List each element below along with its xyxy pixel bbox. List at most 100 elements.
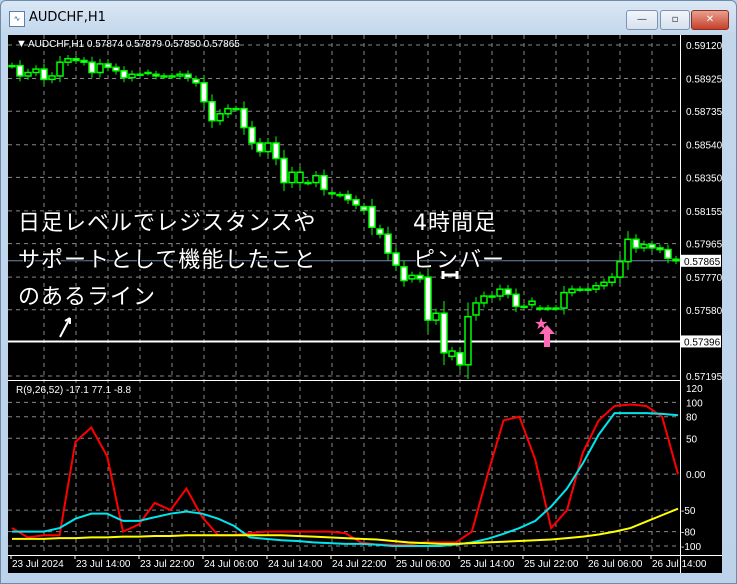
- candle-body: [568, 288, 576, 294]
- candle: [536, 305, 544, 312]
- candle-body: [592, 284, 600, 290]
- candle-body: [240, 107, 248, 129]
- maximize-button[interactable]: ▫: [660, 10, 690, 30]
- candle: [568, 285, 576, 297]
- candle-body: [560, 291, 568, 309]
- candle-body: [448, 350, 456, 357]
- candle: [552, 305, 560, 312]
- candle: [576, 286, 584, 293]
- close-button[interactable]: ✕: [691, 10, 729, 30]
- candle-body: [432, 312, 440, 321]
- candle-body: [208, 100, 216, 122]
- candle: [344, 190, 352, 204]
- candle: [480, 291, 488, 308]
- candle-body: [368, 205, 376, 229]
- candle: [504, 284, 512, 299]
- candle-body: [360, 205, 368, 211]
- indicator-axis-label: -100: [681, 542, 701, 553]
- candle-body: [32, 68, 40, 74]
- candle: [648, 240, 656, 252]
- candle: [376, 224, 384, 239]
- candle: [104, 60, 112, 72]
- candle: [216, 109, 224, 126]
- candle: [40, 63, 48, 85]
- annotation-text-line1: 日足レベルでレジスタンスや: [18, 211, 317, 236]
- candle-body: [336, 193, 344, 197]
- indicator-series-0: [11, 403, 679, 546]
- time-axis-border: [8, 555, 722, 556]
- candle: [584, 286, 592, 293]
- candle-body: [408, 274, 416, 280]
- candle-body: [544, 307, 552, 310]
- candle: [48, 72, 56, 84]
- chart-area[interactable]: 0.59120 0.58925 0.58735 0.58540 0.58350 0.581…: [8, 35, 723, 573]
- indicator-axis-label: 120: [686, 384, 703, 395]
- candle-body: [552, 307, 560, 310]
- indicator-axis-label: 80: [686, 413, 698, 424]
- pane-separator[interactable]: [8, 380, 680, 381]
- candle: [488, 293, 496, 300]
- indicator-label: R(9,26,52) -17.1 77.1 -8.8: [16, 385, 132, 396]
- collapse-triangle-icon[interactable]: ▼: [16, 38, 27, 50]
- candle-body: [472, 302, 480, 316]
- candle-body: [352, 199, 360, 206]
- candle: [456, 346, 464, 371]
- minimize-button[interactable]: —: [626, 10, 658, 30]
- price-axis-border: [680, 35, 681, 573]
- candle: [520, 303, 528, 310]
- candle: [80, 57, 88, 66]
- candle: [632, 234, 640, 253]
- time-axis-label: 23 Jul 2024: [12, 559, 64, 570]
- candle: [312, 171, 320, 188]
- candle: [24, 68, 32, 80]
- candle: [192, 75, 200, 87]
- candle-body: [640, 243, 648, 249]
- candle: [408, 271, 416, 283]
- candle-body: [344, 193, 352, 201]
- candle-body: [216, 113, 224, 122]
- candle: [600, 278, 608, 290]
- candle-body: [16, 64, 24, 77]
- candle-body: [520, 305, 528, 309]
- candle: [424, 264, 432, 334]
- candle-body: [400, 266, 408, 282]
- candle-body: [200, 82, 208, 103]
- candle: [136, 71, 144, 78]
- chart-window-icon: ∿: [9, 11, 25, 27]
- candle: [256, 138, 264, 157]
- candle-body: [576, 288, 584, 291]
- candle: [528, 297, 536, 309]
- price-axis-label: 0.58925: [686, 75, 722, 86]
- candle-body: [128, 73, 136, 79]
- candle-body: [280, 157, 288, 184]
- indicator-series-1: [12, 412, 679, 547]
- candle-body: [608, 276, 616, 284]
- candle: [72, 55, 80, 64]
- candle: [368, 198, 376, 236]
- price-axis-label: 0.58540: [686, 141, 722, 152]
- time-axis-label: 26 Jul 14:00: [652, 559, 707, 570]
- candle: [224, 104, 232, 118]
- candle-body: [88, 61, 96, 74]
- candle-body: [384, 233, 392, 254]
- time-axis-label: 24 Jul 06:00: [204, 559, 259, 570]
- indicator-series-2: [12, 507, 679, 545]
- candle: [328, 189, 336, 196]
- current-price-box: [681, 254, 721, 267]
- candle-body: [64, 58, 72, 63]
- candle: [144, 69, 152, 76]
- candle-body: [168, 75, 176, 78]
- candle-body: [136, 73, 144, 76]
- chart-canvas[interactable]: 0.59120 0.58925 0.58735 0.58540 0.58350 0.581…: [8, 35, 723, 573]
- price-axis-label: 0.58350: [686, 173, 722, 184]
- candle: [168, 72, 176, 79]
- candle-body: [664, 248, 672, 259]
- candle: [472, 297, 480, 321]
- candle-body: [584, 288, 592, 291]
- candle-body: [296, 171, 304, 184]
- candle-body: [232, 107, 240, 111]
- candle-body: [376, 228, 384, 235]
- time-axis-label: 24 Jul 22:00: [332, 559, 387, 570]
- time-axis-label: 23 Jul 14:00: [76, 559, 131, 570]
- candle: [8, 62, 16, 69]
